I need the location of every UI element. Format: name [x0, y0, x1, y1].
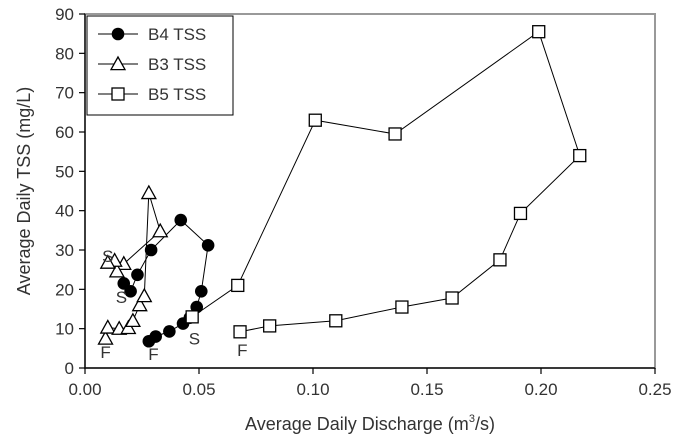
x-axis-title-tail: /s)	[475, 414, 495, 434]
y-tick-label: 30	[55, 241, 74, 260]
data-point	[493, 253, 507, 267]
data-point	[124, 312, 141, 328]
legend: B4 TSS B3 TSS B5 TSS	[86, 15, 234, 116]
x-tick-label: 0.20	[524, 380, 557, 399]
legend-marker	[111, 27, 125, 41]
x-tick-label: 0.10	[296, 380, 329, 399]
legend-box	[86, 15, 234, 116]
annotation-label: F	[100, 343, 110, 362]
data-point	[174, 213, 188, 227]
legend-marker	[109, 55, 127, 71]
data-point	[163, 325, 176, 338]
data-point	[120, 319, 137, 335]
y-tick-label: 50	[55, 162, 74, 181]
data-point	[231, 278, 245, 293]
data-point	[445, 291, 459, 305]
y-tick-label: 60	[55, 123, 74, 142]
y-tick-label: 40	[55, 202, 74, 221]
data-point	[117, 277, 131, 290]
legend-marker	[111, 87, 125, 101]
data-point	[149, 330, 162, 343]
data-point	[99, 254, 116, 269]
y-tick-label: 20	[55, 280, 74, 299]
x-tick-label: 0.00	[68, 380, 101, 399]
y-tick-label: 90	[55, 5, 74, 24]
data-point	[190, 300, 204, 314]
annotation-label: F	[237, 341, 247, 360]
data-point	[152, 222, 169, 238]
x-tick-label: 0.05	[182, 380, 215, 399]
annotation-label: S	[102, 247, 113, 266]
x-axis-title-main: Average Daily Discharge (m	[245, 414, 469, 434]
y-tick-label: 10	[55, 320, 74, 339]
series-triangle	[97, 184, 169, 345]
series-layer	[97, 25, 587, 348]
y-tick-label: 70	[55, 84, 74, 103]
data-point	[308, 113, 322, 127]
annotation-label: S	[116, 288, 127, 307]
annotation-label: F	[148, 345, 158, 364]
data-point	[263, 319, 277, 333]
data-point	[573, 148, 587, 163]
data-point	[99, 319, 116, 334]
data-point	[144, 243, 158, 257]
data-point	[329, 314, 343, 328]
series-square	[185, 25, 587, 339]
legend-label: B4 TSS	[148, 25, 206, 44]
y-tick-label: 80	[55, 44, 74, 63]
data-point	[532, 25, 546, 39]
data-point	[185, 310, 199, 324]
series-line	[191, 30, 581, 333]
data-point	[131, 296, 148, 312]
data-point	[395, 300, 409, 314]
y-axis-title: Average Daily TSS (mg/L)	[14, 87, 34, 295]
x-axis-title: Average Daily Discharge (m3/s)	[245, 413, 495, 434]
data-point	[233, 325, 247, 339]
data-point	[194, 285, 208, 298]
series-circle	[117, 213, 215, 348]
y-axis: 0 10 20 30 40 50 60 70 80 90	[55, 5, 86, 378]
data-point	[201, 238, 215, 252]
x-axis: 0.00 0.05 0.10 0.15 0.20 0.25	[68, 367, 672, 399]
legend-label: B5 TSS	[148, 85, 206, 104]
data-point	[136, 287, 153, 303]
y-tick-label: 0	[65, 359, 74, 378]
annotation-label: S	[189, 329, 200, 348]
annotation-layer: S S S F F F	[100, 247, 247, 364]
x-tick-label: 0.15	[410, 380, 443, 399]
legend-label: B3 TSS	[148, 55, 206, 74]
data-point	[388, 127, 402, 141]
data-point	[131, 268, 144, 282]
data-point	[513, 206, 528, 221]
x-tick-label: 0.25	[638, 380, 671, 399]
data-point	[97, 330, 114, 345]
data-point	[108, 262, 126, 278]
x-axis-title-sup: 3	[469, 413, 475, 425]
data-point	[140, 184, 157, 200]
